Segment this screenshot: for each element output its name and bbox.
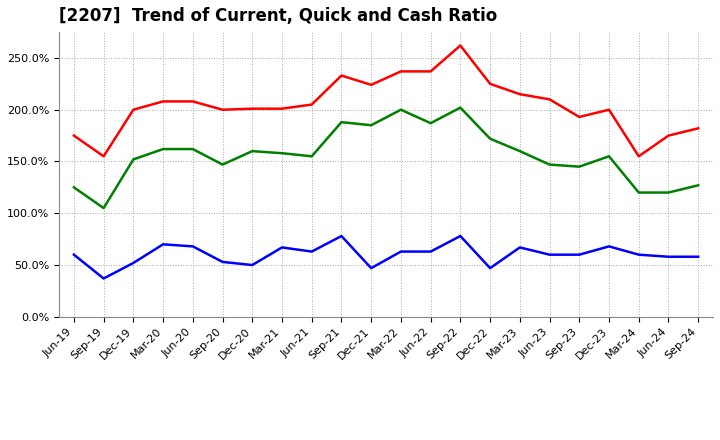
Quick Ratio xyxy=(278,150,287,156)
Quick Ratio xyxy=(545,162,554,167)
Cash Ratio xyxy=(545,252,554,257)
Cash Ratio xyxy=(605,244,613,249)
Current Ratio xyxy=(694,126,703,131)
Cash Ratio xyxy=(634,252,643,257)
Quick Ratio xyxy=(70,185,78,190)
Current Ratio xyxy=(575,114,584,120)
Cash Ratio xyxy=(397,249,405,254)
Cash Ratio xyxy=(129,260,138,266)
Current Ratio xyxy=(189,99,197,104)
Line: Cash Ratio: Cash Ratio xyxy=(74,236,698,279)
Current Ratio xyxy=(99,154,108,159)
Cash Ratio xyxy=(367,265,376,271)
Quick Ratio xyxy=(605,154,613,159)
Cash Ratio xyxy=(189,244,197,249)
Current Ratio xyxy=(159,99,168,104)
Cash Ratio xyxy=(99,276,108,281)
Current Ratio xyxy=(218,107,227,112)
Quick Ratio xyxy=(189,147,197,152)
Current Ratio xyxy=(426,69,435,74)
Cash Ratio xyxy=(426,249,435,254)
Current Ratio xyxy=(634,154,643,159)
Quick Ratio xyxy=(307,154,316,159)
Quick Ratio xyxy=(248,148,256,154)
Quick Ratio xyxy=(634,190,643,195)
Cash Ratio xyxy=(159,242,168,247)
Current Ratio xyxy=(367,82,376,88)
Current Ratio xyxy=(337,73,346,78)
Quick Ratio xyxy=(367,123,376,128)
Cash Ratio xyxy=(575,252,584,257)
Text: [2207]  Trend of Current, Quick and Cash Ratio: [2207] Trend of Current, Quick and Cash … xyxy=(59,7,498,25)
Quick Ratio xyxy=(129,157,138,162)
Cash Ratio xyxy=(516,245,524,250)
Cash Ratio xyxy=(694,254,703,260)
Current Ratio xyxy=(129,107,138,112)
Line: Current Ratio: Current Ratio xyxy=(74,45,698,156)
Cash Ratio xyxy=(248,262,256,268)
Current Ratio xyxy=(278,106,287,111)
Quick Ratio xyxy=(337,120,346,125)
Cash Ratio xyxy=(70,252,78,257)
Cash Ratio xyxy=(218,259,227,264)
Current Ratio xyxy=(486,81,495,87)
Quick Ratio xyxy=(397,107,405,112)
Current Ratio xyxy=(307,102,316,107)
Current Ratio xyxy=(516,92,524,97)
Cash Ratio xyxy=(486,265,495,271)
Current Ratio xyxy=(397,69,405,74)
Quick Ratio xyxy=(99,205,108,211)
Quick Ratio xyxy=(159,147,168,152)
Quick Ratio xyxy=(575,164,584,169)
Cash Ratio xyxy=(664,254,672,260)
Quick Ratio xyxy=(486,136,495,141)
Current Ratio xyxy=(70,133,78,138)
Line: Quick Ratio: Quick Ratio xyxy=(74,108,698,208)
Quick Ratio xyxy=(664,190,672,195)
Current Ratio xyxy=(605,107,613,112)
Current Ratio xyxy=(248,106,256,111)
Current Ratio xyxy=(456,43,464,48)
Quick Ratio xyxy=(516,148,524,154)
Quick Ratio xyxy=(694,183,703,188)
Quick Ratio xyxy=(456,105,464,110)
Quick Ratio xyxy=(426,121,435,126)
Current Ratio xyxy=(545,97,554,102)
Cash Ratio xyxy=(278,245,287,250)
Quick Ratio xyxy=(218,162,227,167)
Cash Ratio xyxy=(337,233,346,238)
Cash Ratio xyxy=(456,233,464,238)
Cash Ratio xyxy=(307,249,316,254)
Current Ratio xyxy=(664,133,672,138)
